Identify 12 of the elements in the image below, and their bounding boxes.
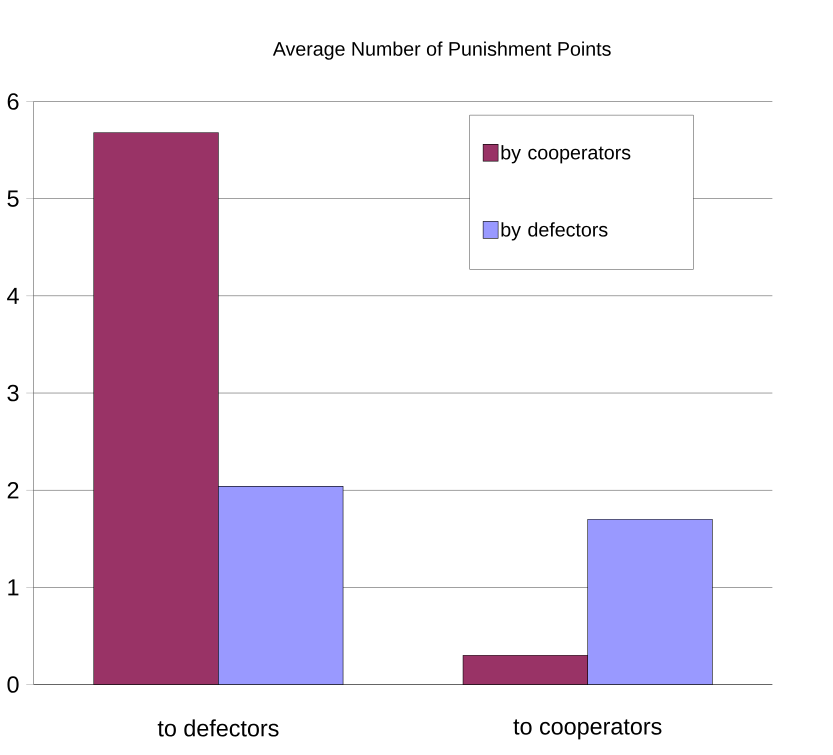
y-tick-label: 3 xyxy=(7,384,18,402)
y-tick-label: 2 xyxy=(8,482,18,498)
x-tick-label: to defectors xyxy=(158,719,279,736)
y-tick-label: 0 xyxy=(7,676,19,693)
y-tick-label: 6 xyxy=(8,93,18,110)
y-tick-label: 1 xyxy=(8,579,18,596)
chart-title: Average Number of Punishment Points xyxy=(272,41,611,60)
x-tick-label: to cooperators xyxy=(513,719,662,740)
y-tick-label: 4 xyxy=(7,288,19,304)
legend-label: by defectors xyxy=(502,222,608,240)
y-tick-label: 5 xyxy=(7,190,19,207)
legend-label: by cooperators xyxy=(502,144,630,164)
